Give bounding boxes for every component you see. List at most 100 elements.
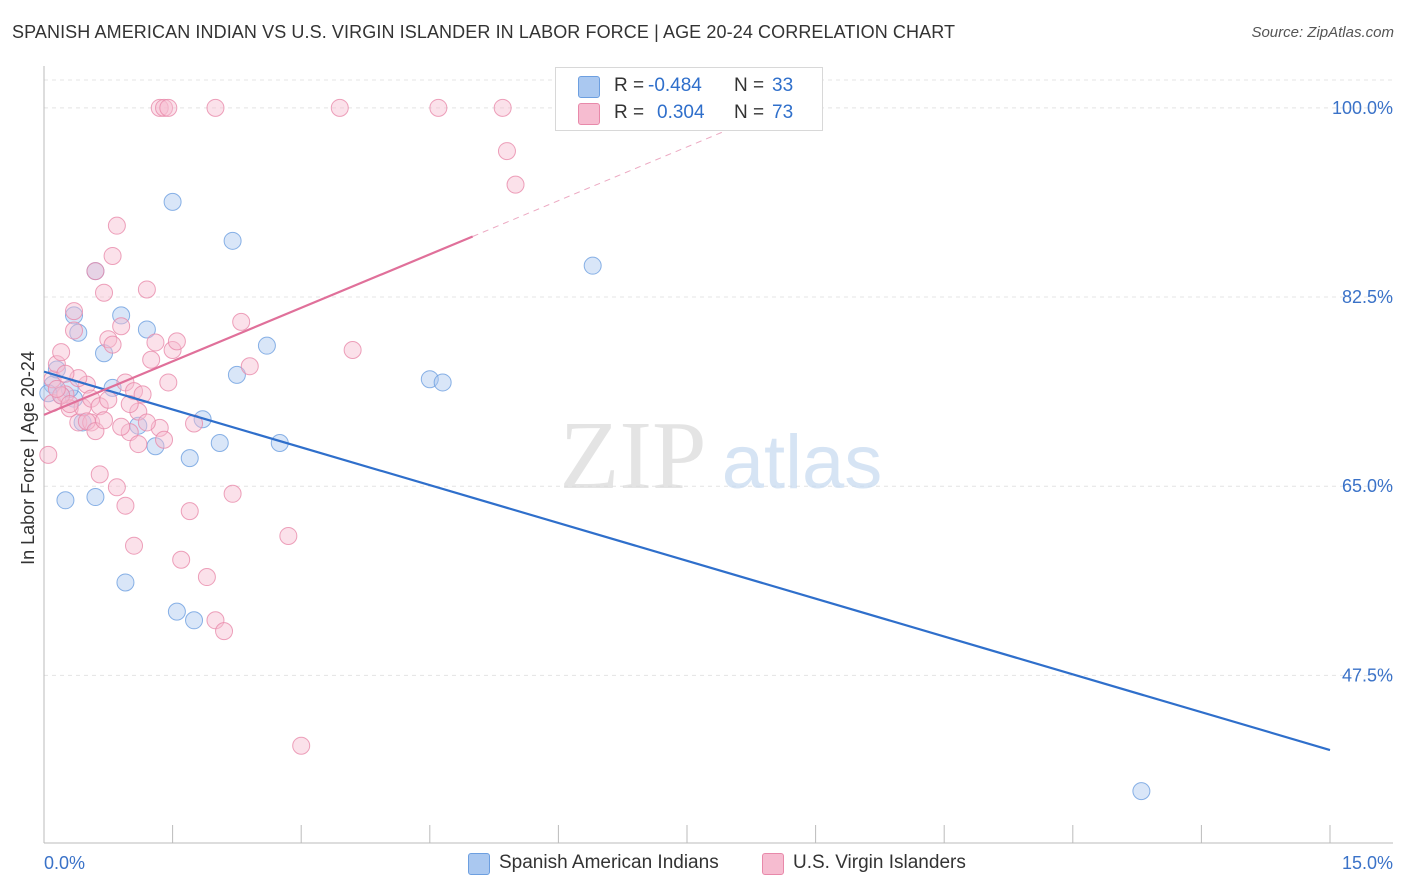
series-us-virgin-islanders [39,98,525,755]
y-tick-label: 100.0% [1332,98,1393,118]
data-point-pink [116,496,135,515]
data-point-blue [56,491,75,510]
data-point-pink [279,526,298,545]
legend-row-pink: R = 0.304 N = 73 [556,101,822,127]
data-point-pink [506,175,525,194]
data-point-blue [210,433,229,452]
legend-r-value: 0.304 [657,102,705,123]
data-point-pink [47,379,66,398]
data-point-pink [215,622,234,641]
data-point-blue [433,373,452,392]
legend-n-label: N = [734,102,765,123]
data-point-blue [167,602,186,621]
stats-legend: R = -0.484 N = 33 R = 0.304 N = 73 [555,67,823,131]
data-point-pink [95,283,114,302]
legend-swatch-pink [578,103,600,125]
y-tick-labels: 47.5% 65.0% 82.5% 100.0% [1332,98,1393,686]
y-tick-label: 82.5% [1342,287,1393,307]
series-legend-swatch-pink [762,853,784,875]
data-point-blue [1132,782,1151,801]
data-point-pink [103,335,122,354]
trend-line-pink [43,235,474,416]
data-point-pink [112,417,131,436]
data-point-pink [197,568,216,587]
trend-line-blue [43,370,1331,752]
series-legend-label-blue: Spanish American Indians [499,852,719,873]
legend-swatch-blue [578,76,600,98]
data-point-pink [52,343,71,362]
data-point-pink [107,216,126,235]
watermark-atlas: atlas [722,420,883,505]
legend-r-label: R = [614,102,645,123]
legend-n-value: 73 [772,102,794,123]
series-legend-label-pink: U.S. Virgin Islanders [793,852,966,873]
data-point-pink [180,502,199,521]
legend-r-label: R = [614,75,645,96]
data-point-pink [120,395,139,414]
chart-title: SPANISH AMERICAN INDIAN VS U.S. VIRGIN I… [12,22,956,42]
trend-lines [43,110,1331,752]
data-point-pink [429,98,448,117]
chart-source: Source: ZipAtlas.com [1251,24,1394,41]
data-point-blue [112,306,131,325]
data-point-blue [163,192,182,211]
data-point-pink [86,262,105,281]
data-point-blue [180,449,199,468]
x-tick-label: 0.0% [44,853,85,873]
data-point-pink [155,430,174,449]
data-point-pink [167,332,186,351]
data-point-pink [137,413,156,432]
data-point-pink [240,357,259,376]
y-axis-label: In Labor Force | Age 20-24 [18,351,38,565]
data-point-blue [185,611,204,630]
data-point-pink [65,321,84,340]
data-point-pink [163,341,182,360]
data-point-blue [223,231,242,250]
data-point-pink [146,333,165,352]
y-tick-label: 65.0% [1342,476,1393,496]
axes [43,66,1393,844]
grid-lines [44,79,1393,676]
data-point-pink [129,435,148,454]
data-point-blue [257,336,276,355]
data-point-pink [159,373,178,392]
series-legend: Spanish American Indians U.S. Virgin Isl… [0,850,1406,880]
data-point-pink [493,98,512,117]
data-point-blue [116,573,135,592]
data-point-blue [583,256,602,275]
data-point-pink [107,478,126,497]
data-point-pink [125,536,144,555]
data-point-pink [90,465,109,484]
data-point-blue [227,365,246,384]
x-tick-label: 15.0% [1342,853,1393,873]
data-point-pink [172,550,191,569]
data-point-blue [65,306,84,325]
data-point-blue [86,488,105,507]
data-point-pink [65,302,84,321]
y-tick-label: 47.5% [1342,665,1393,685]
data-point-pink [95,411,114,430]
data-point-pink [142,350,161,369]
data-point-pink [223,484,242,503]
data-point-pink [112,317,131,336]
legend-r-value: -0.484 [648,75,702,96]
data-point-pink [159,98,178,117]
data-point-pink [232,312,251,331]
series-legend-swatch-blue [468,853,490,875]
legend-n-label: N = [734,75,765,96]
data-point-pink [497,142,516,161]
data-point-blue [137,320,156,339]
x-tick-labels: 0.0% 15.0% [44,853,1393,873]
data-point-pink [330,98,349,117]
data-point-pink [39,445,58,464]
data-point-pink [206,98,225,117]
data-point-pink [343,341,362,360]
data-point-pink [99,390,118,409]
legend-row-blue: R = -0.484 N = 33 [556,74,822,100]
data-point-pink [103,246,122,265]
watermark-zip: ZIP [560,402,707,510]
data-point-pink [155,98,174,117]
data-point-pink [137,280,156,299]
data-point-pink [292,736,311,755]
